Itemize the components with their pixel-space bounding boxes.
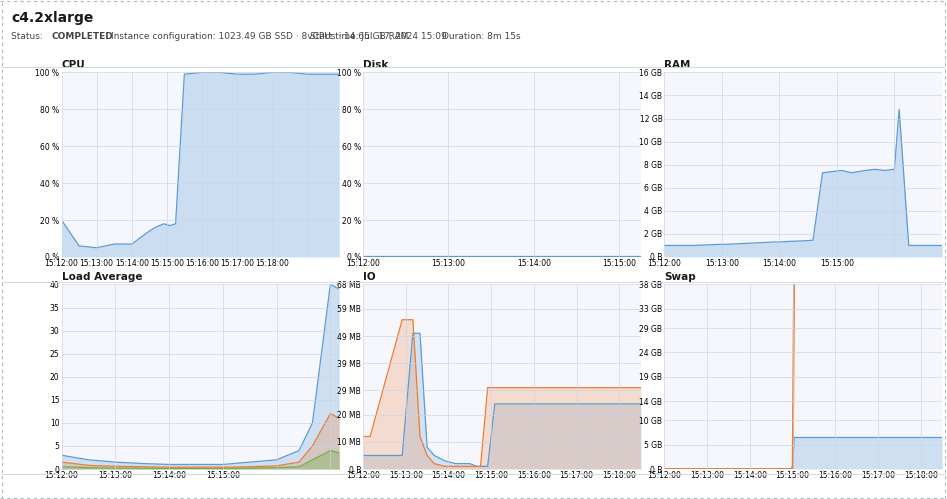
Text: Duration: 8m 15s: Duration: 8m 15s xyxy=(442,32,521,41)
Text: Instance configuration: 1023.49 GB SSD · 8vCPUs · 14.65 GB RAM: Instance configuration: 1023.49 GB SSD ·… xyxy=(111,32,408,41)
Text: IO: IO xyxy=(363,272,376,282)
Text: COMPLETED: COMPLETED xyxy=(51,32,113,41)
Text: c4.2xlarge: c4.2xlarge xyxy=(11,11,94,25)
Text: RAM: RAM xyxy=(665,60,691,70)
Text: Disk: Disk xyxy=(363,60,388,70)
Text: CPU: CPU xyxy=(62,60,85,70)
Text: Load Average: Load Average xyxy=(62,272,142,282)
Text: Start time: Jul. 17, 2024 15:09: Start time: Jul. 17, 2024 15:09 xyxy=(310,32,446,41)
Text: Status:: Status: xyxy=(11,32,46,41)
Text: Swap: Swap xyxy=(665,272,696,282)
